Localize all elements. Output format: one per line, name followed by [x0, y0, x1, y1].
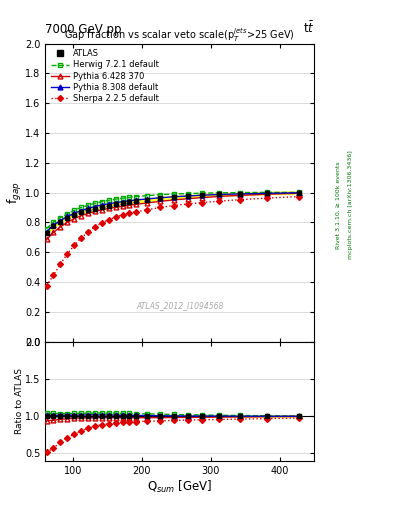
Text: Rivet 3.1.10, ≥ 100k events: Rivet 3.1.10, ≥ 100k events	[336, 161, 341, 249]
Text: 7000 GeV pp: 7000 GeV pp	[45, 23, 122, 36]
Text: ATLAS_2012_I1094568: ATLAS_2012_I1094568	[136, 301, 224, 310]
X-axis label: Q$_{sum}$ [GeV]: Q$_{sum}$ [GeV]	[147, 478, 213, 495]
Y-axis label: Ratio to ATLAS: Ratio to ATLAS	[15, 368, 24, 434]
Text: mcplots.cern.ch [arXiv:1306.3436]: mcplots.cern.ch [arXiv:1306.3436]	[348, 151, 353, 259]
Text: t$\bar{t}$: t$\bar{t}$	[303, 20, 314, 36]
Title: Gap fraction vs scalar veto scale(p$_T^{jets}$>25 GeV): Gap fraction vs scalar veto scale(p$_T^{…	[64, 26, 295, 44]
Legend: ATLAS, Herwig 7.2.1 default, Pythia 6.428 370, Pythia 8.308 default, Sherpa 2.2.: ATLAS, Herwig 7.2.1 default, Pythia 6.42…	[50, 48, 160, 104]
Y-axis label: f$_{gap}$: f$_{gap}$	[6, 181, 24, 204]
